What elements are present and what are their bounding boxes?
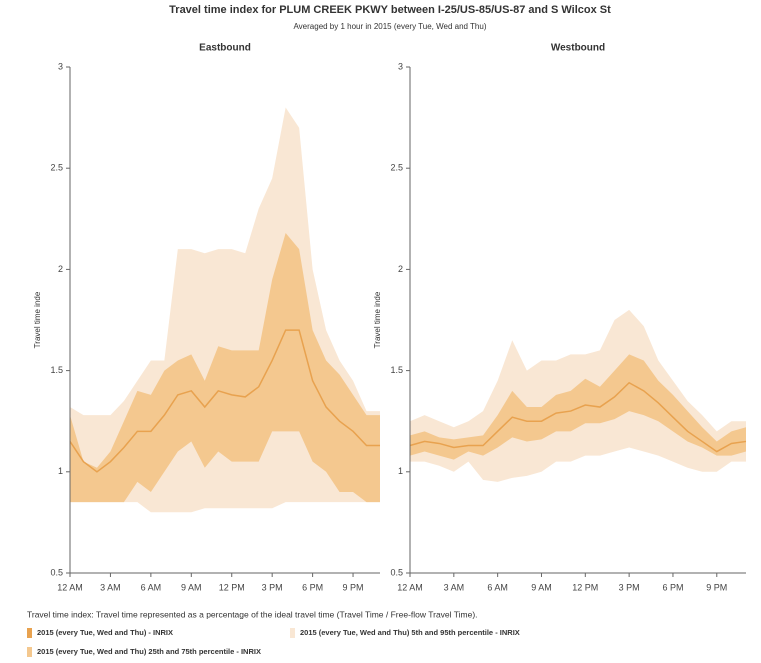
y-tick-label: 3 bbox=[398, 61, 403, 71]
y-tick-label: 0.5 bbox=[50, 567, 63, 577]
x-tick-label: 6 PM bbox=[302, 582, 323, 592]
panel-title: Eastbound bbox=[199, 43, 251, 54]
x-tick-label: 6 PM bbox=[662, 582, 683, 592]
median-line bbox=[409, 381, 747, 453]
x-tick-label: 9 AM bbox=[181, 582, 202, 592]
y-tick-label: 1.5 bbox=[390, 365, 403, 375]
y-tick-label: 2 bbox=[58, 264, 63, 274]
legend-label: 2015 (every Tue, Wed and Thu) 5th and 95… bbox=[300, 628, 520, 637]
legend-swatch bbox=[27, 628, 32, 638]
y-tick-label: 1.5 bbox=[50, 365, 63, 375]
band-25-75 bbox=[70, 232, 380, 503]
note: Travel time index: Travel time represent… bbox=[27, 609, 478, 619]
y-tick-label: 0.5 bbox=[390, 567, 403, 577]
y-tick-label: 1 bbox=[58, 466, 63, 476]
y-axis-label: Travel time inde bbox=[373, 291, 382, 348]
x-tick-label: 9 PM bbox=[706, 582, 727, 592]
x-tick-label: 3 AM bbox=[100, 582, 121, 592]
x-tick-label: 9 AM bbox=[531, 582, 552, 592]
x-tick-label: 3 PM bbox=[619, 582, 640, 592]
band-25-75 bbox=[410, 354, 746, 460]
legend-swatch bbox=[27, 647, 32, 657]
x-tick-label: 12 AM bbox=[397, 582, 423, 592]
y-tick-label: 2.5 bbox=[390, 163, 403, 173]
legend-label: 2015 (every Tue, Wed and Thu) 25th and 7… bbox=[37, 647, 261, 656]
x-tick-label: 12 PM bbox=[219, 582, 245, 592]
legend-swatch bbox=[290, 628, 295, 638]
y-axis-label: Travel time inde bbox=[33, 291, 42, 348]
chart-title: Travel time index for PLUM CREEK PKWY be… bbox=[169, 4, 611, 16]
legend-label: 2015 (every Tue, Wed and Thu) - INRIX bbox=[37, 628, 173, 637]
x-tick-label: 6 AM bbox=[487, 582, 508, 592]
y-tick-label: 2.5 bbox=[50, 163, 63, 173]
chart-subtitle: Averaged by 1 hour in 2015 (every Tue, W… bbox=[293, 22, 486, 31]
y-tick-label: 1 bbox=[398, 466, 403, 476]
x-tick-label: 3 AM bbox=[444, 582, 465, 592]
y-tick-label: 2 bbox=[398, 264, 403, 274]
y-tick-label: 3 bbox=[58, 61, 63, 71]
median-line bbox=[69, 329, 380, 473]
x-tick-label: 9 PM bbox=[343, 582, 364, 592]
x-tick-label: 6 AM bbox=[141, 582, 162, 592]
x-tick-label: 12 AM bbox=[57, 582, 83, 592]
x-tick-label: 3 PM bbox=[262, 582, 283, 592]
x-tick-label: 12 PM bbox=[572, 582, 598, 592]
panel-title: Westbound bbox=[551, 43, 605, 54]
